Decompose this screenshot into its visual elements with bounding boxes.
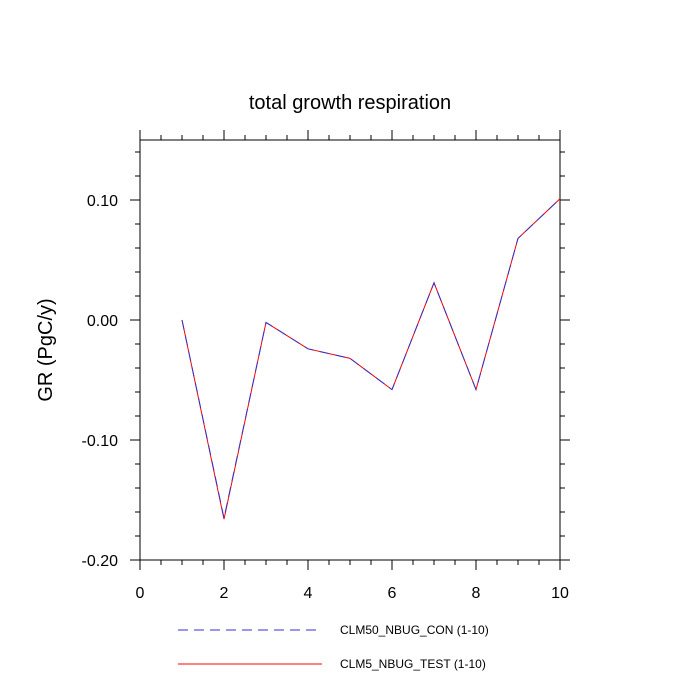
plot-frame: [139, 139, 561, 561]
x-tick-label: 4: [304, 585, 313, 602]
series-line-control: [181, 198, 561, 519]
axis-ticks: [130, 130, 570, 570]
y-tick-label: 0.00: [87, 313, 118, 330]
x-tick-label: 6: [388, 585, 397, 602]
x-tick-label: 10: [551, 585, 569, 602]
y-tick-label: 0.10: [87, 193, 118, 210]
legend-label: CLM5_NBUG_TEST (1-10): [340, 657, 486, 671]
chart-title: total growth respiration: [249, 92, 451, 114]
legend: CLM50_NBUG_CON (1-10) CLM5_NBUG_TEST (1-1…: [178, 623, 489, 671]
x-tick-label: 2: [220, 585, 229, 602]
series-line-test: [181, 198, 561, 520]
axis-tick-labels: 0 2 4 6 8 10 -0.20 -0.10 0.00 0.10: [82, 193, 569, 602]
y-tick-label: -0.20: [82, 553, 119, 570]
series-lines: [181, 198, 561, 520]
y-axis-label: GR (PgC/y): [35, 298, 57, 401]
y-tick-label: -0.10: [82, 433, 119, 450]
x-tick-label: 0: [136, 585, 145, 602]
x-tick-label: 8: [472, 585, 481, 602]
legend-label: CLM50_NBUG_CON (1-10): [340, 623, 489, 637]
